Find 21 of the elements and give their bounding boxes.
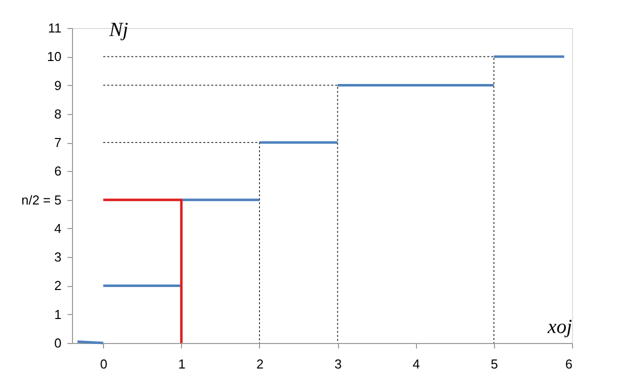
y-tick-label: 3 [54, 250, 62, 265]
y-axis-title: Nj [108, 19, 129, 41]
y-tick-label: 6 [54, 164, 62, 179]
x-tick-label: 5 [490, 356, 498, 372]
y-tick-label: 7 [54, 135, 62, 150]
x-tick-label: 2 [256, 356, 264, 372]
y-tick-label: 0 [54, 336, 62, 350]
y-tick-label: 10 [47, 49, 62, 64]
y-tick-label: n/2 = 5 [21, 192, 62, 208]
y-tick-label: 8 [54, 106, 62, 122]
y-tick-label: 11 [48, 20, 62, 36]
y-tick-label: 1 [54, 306, 62, 322]
x-tick-label: 3 [334, 356, 342, 372]
x-tick-label: 4 [412, 356, 420, 372]
x-axis-title: xoj [546, 316, 572, 338]
x-tick-label: 6 [565, 356, 572, 372]
y-tick-label: 4 [54, 220, 62, 236]
y-tick-label: 9 [54, 78, 62, 93]
x-tick-label: 0 [100, 356, 108, 372]
x-tick-label: 1 [178, 356, 186, 372]
y-tick-label: 2 [54, 278, 62, 294]
